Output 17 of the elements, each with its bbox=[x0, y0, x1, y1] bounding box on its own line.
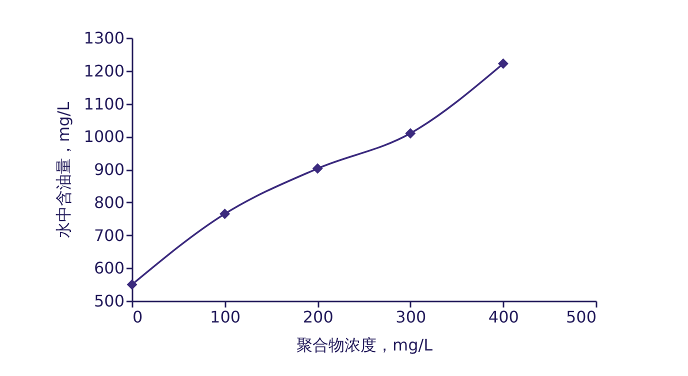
x-axis-title: 聚合物浓度，mg/L bbox=[296, 336, 433, 354]
x-tick-label: 300 bbox=[396, 308, 426, 326]
y-tick-label: 1000 bbox=[84, 127, 124, 146]
y-tick-label: 900 bbox=[94, 160, 124, 179]
y-tick-label: 1100 bbox=[84, 94, 124, 114]
x-tick-label: 400 bbox=[488, 308, 519, 326]
x-tick-label: 0 bbox=[132, 308, 143, 326]
x-tick-label: 200 bbox=[302, 308, 334, 326]
y-axis-title: 水中含油量，mg/L bbox=[54, 102, 73, 238]
y-tick-label: 500 bbox=[94, 292, 124, 310]
x-tick-label: 500 bbox=[566, 308, 596, 326]
y-tick-label: 600 bbox=[94, 258, 124, 278]
x-tick-label: 100 bbox=[210, 308, 241, 326]
y-tick-label: 1300 bbox=[84, 28, 124, 48]
y-tick-label: 800 bbox=[94, 192, 124, 212]
y-tick-label: 700 bbox=[94, 226, 124, 245]
y-tick-label: 1200 bbox=[84, 61, 124, 80]
